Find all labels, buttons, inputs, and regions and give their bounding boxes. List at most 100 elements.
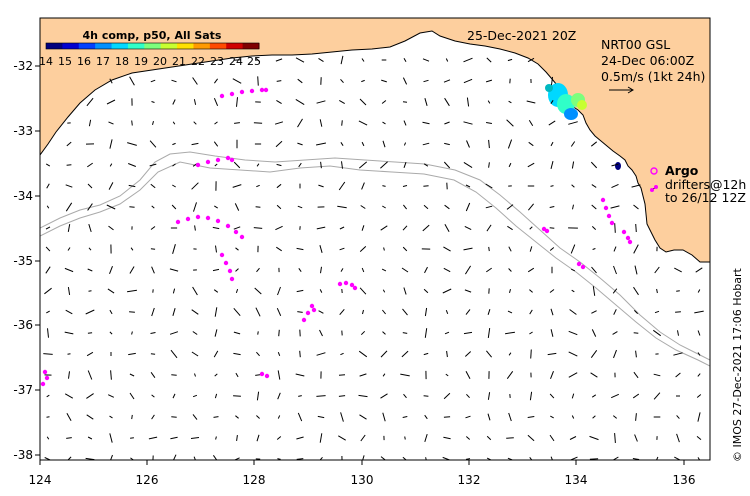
- colorbar-label: 15: [58, 55, 72, 68]
- current-vector: [192, 394, 198, 398]
- current-vector: [276, 436, 282, 440]
- current-vector: [444, 223, 450, 233]
- current-vector: [550, 141, 554, 147]
- colorbar-label: 17: [96, 55, 110, 68]
- current-vector: [109, 163, 113, 167]
- current-vector: [697, 457, 701, 460]
- current-vector: [610, 205, 620, 209]
- current-vector: [129, 206, 135, 208]
- current-vector: [529, 289, 533, 293]
- current-vector: [381, 79, 387, 83]
- current-vector: [505, 331, 515, 335]
- drifter-position: [233, 229, 239, 235]
- current-vector: [592, 415, 596, 419]
- current-vector: [257, 76, 259, 86]
- current-vector: [66, 141, 72, 147]
- current-vector: [318, 310, 324, 314]
- current-vector: [635, 413, 637, 421]
- drifter-position: [195, 162, 201, 168]
- current-vector: [278, 329, 280, 337]
- current-vector: [297, 205, 303, 209]
- current-vector: [65, 184, 73, 188]
- current-vector: [190, 437, 200, 439]
- current-vector: [235, 288, 239, 294]
- current-vector: [256, 434, 260, 442]
- current-vector: [67, 353, 71, 355]
- current-vector: [508, 412, 512, 422]
- current-vector: [109, 266, 113, 274]
- current-vector: [487, 413, 491, 421]
- sst-satellite-patch: [545, 83, 621, 170]
- current-vector: [359, 98, 367, 106]
- current-vector: [340, 78, 344, 84]
- current-vector: [340, 352, 344, 356]
- current-vector: [444, 97, 450, 107]
- current-vector: [485, 183, 493, 189]
- current-vector: [276, 204, 282, 210]
- current-vector: [46, 310, 50, 314]
- current-vector: [614, 433, 616, 443]
- current-vector: [359, 414, 367, 420]
- drifter-position: [175, 219, 181, 225]
- argo-marker-icon: [650, 167, 658, 175]
- current-vector: [299, 350, 301, 358]
- current-vector: [402, 225, 408, 231]
- x-tick-label: 128: [243, 473, 266, 487]
- current-vector: [590, 372, 598, 378]
- current-vector: [507, 225, 513, 231]
- current-vector: [445, 58, 449, 62]
- current-vector: [256, 415, 260, 419]
- current-vector: [528, 141, 534, 147]
- current-vector: [550, 160, 554, 170]
- current-vector: [529, 246, 533, 252]
- current-vector: [506, 119, 514, 127]
- colorbar-label: 22: [191, 55, 205, 68]
- current-vector: [443, 436, 451, 440]
- current-vector: [87, 203, 93, 211]
- current-vector: [109, 415, 113, 419]
- current-vector: [254, 287, 262, 295]
- current-vector: [403, 393, 407, 399]
- current-vector: [697, 373, 701, 377]
- current-vector: [151, 414, 155, 420]
- current-vector: [169, 331, 179, 335]
- current-vector: [526, 100, 536, 104]
- colorbar-label: 24: [229, 55, 243, 68]
- current-vector: [193, 456, 196, 460]
- current-vector: [170, 436, 178, 440]
- current-vector: [359, 373, 367, 377]
- current-vector: [674, 267, 682, 273]
- current-vector: [569, 309, 577, 315]
- current-vector: [171, 79, 177, 83]
- colorbar-swatch: [111, 43, 129, 49]
- current-vector: [64, 267, 74, 273]
- current-vector: [215, 245, 217, 253]
- current-vector: [635, 223, 637, 233]
- current-vector: [131, 120, 133, 126]
- current-vector: [403, 204, 407, 210]
- current-vector: [192, 414, 198, 420]
- y-axis: -32 -33 -34 -35 -36 -37 -38: [13, 59, 40, 462]
- current-vector: [319, 433, 323, 443]
- current-vector: [590, 141, 598, 147]
- legend-drifters-to-label: to 26/12 12Z: [665, 190, 746, 205]
- current-vector: [151, 394, 155, 398]
- current-vector: [361, 79, 365, 83]
- current-vector: [191, 309, 199, 315]
- current-vector: [569, 456, 578, 460]
- y-tick-label: -38: [13, 448, 33, 462]
- colorbar-label: 16: [77, 55, 91, 68]
- current-vector: [298, 162, 302, 168]
- current-vector: [632, 458, 640, 460]
- current-vector: [317, 415, 325, 419]
- current-vector: [613, 309, 617, 315]
- current-vector: [338, 435, 346, 441]
- current-vector: [506, 371, 514, 379]
- current-vector: [590, 350, 598, 358]
- current-vector: [339, 226, 345, 230]
- current-vector: [612, 415, 618, 419]
- current-vector: [44, 287, 52, 295]
- current-vector: [67, 287, 71, 295]
- current-vector: [150, 332, 156, 334]
- current-vector: [212, 455, 218, 460]
